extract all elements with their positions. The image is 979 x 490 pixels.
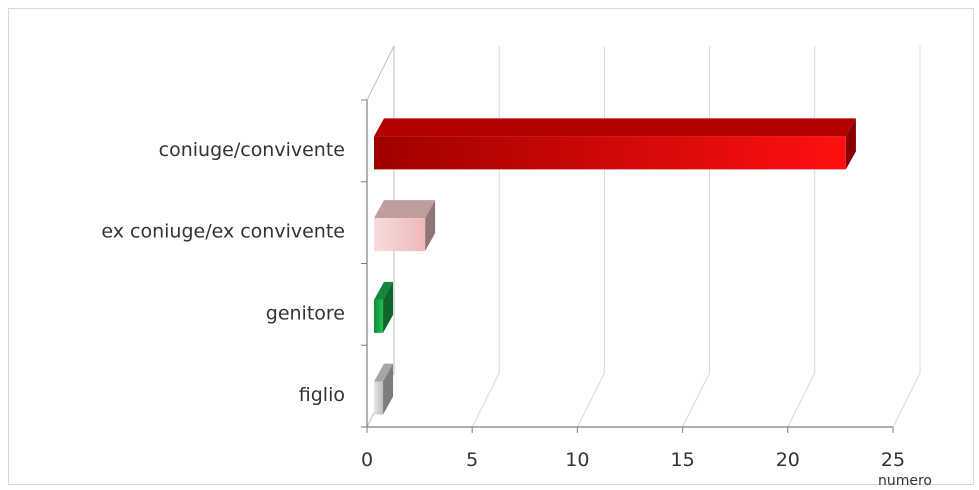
bar-side-face	[845, 118, 856, 170]
chart-border	[8, 8, 974, 485]
bar-side-face	[383, 281, 394, 333]
bar-front-face	[374, 381, 384, 415]
floor-gridline	[892, 372, 921, 428]
floor-gridline	[576, 372, 605, 428]
bar-side-face	[383, 363, 394, 415]
bar	[374, 363, 394, 415]
category-label: genitore	[266, 302, 345, 324]
bar-top-face	[374, 363, 394, 382]
bar-front-face	[374, 299, 384, 333]
x-tick-label: 10	[565, 449, 589, 471]
bar-top-face	[374, 200, 436, 219]
x-tick-label: 0	[361, 449, 373, 471]
floor-gridline	[682, 372, 711, 428]
x-tick-label: 25	[881, 449, 905, 471]
labels: 0 5 10 15 20 25 coniuge/convivente ex coniuge/e…	[101, 139, 905, 471]
x-tick-label: 20	[776, 449, 800, 471]
category-label: coniuge/convivente	[159, 139, 345, 161]
bar-side-face	[425, 200, 436, 252]
gridlines	[366, 46, 921, 428]
bar-front-face	[374, 218, 426, 252]
axes	[361, 45, 894, 433]
x-tick-label: 5	[466, 449, 478, 471]
bar	[374, 281, 394, 333]
floor-gridline	[787, 372, 816, 428]
category-label: ex coniuge/ex convivente	[101, 221, 345, 243]
bar-top-face	[374, 281, 394, 300]
floor-gridline	[471, 372, 500, 428]
bar-front-face	[374, 136, 846, 170]
category-label: figlio	[299, 384, 345, 406]
bar	[374, 200, 436, 252]
x-tick-label: 15	[671, 449, 695, 471]
bar	[374, 118, 856, 170]
x-axis-title: numero	[878, 473, 932, 489]
bars	[374, 118, 856, 415]
bar-top-face	[374, 118, 856, 137]
